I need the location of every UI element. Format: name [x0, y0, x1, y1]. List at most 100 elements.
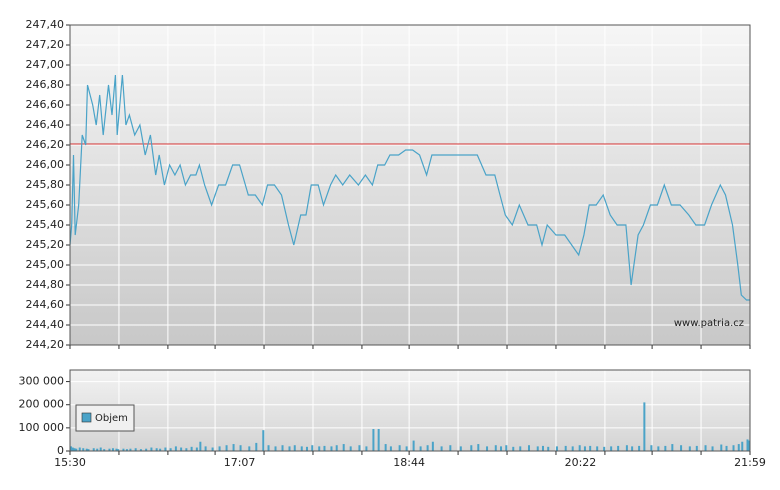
x-tick-label: 15:30 — [54, 456, 86, 469]
volume-bar — [150, 447, 153, 451]
legend-swatch — [81, 412, 92, 423]
volume-bar — [519, 446, 522, 451]
volume-bar — [248, 446, 251, 451]
volume-bar — [671, 444, 674, 451]
volume-bar — [398, 445, 401, 451]
volume-bar — [725, 445, 728, 451]
volume-bar — [578, 445, 581, 451]
volume-bar — [267, 445, 270, 451]
plot-frame — [69, 369, 751, 452]
volume-bar — [477, 444, 480, 451]
volume-bar — [412, 440, 415, 451]
volume-bar — [305, 446, 308, 451]
y-tick-label: 245,60 — [26, 198, 65, 211]
volume-bar — [211, 447, 214, 451]
volume-bar — [115, 448, 118, 451]
volume-bar — [571, 446, 574, 451]
volume-bar — [583, 446, 586, 451]
volume-bar — [318, 446, 321, 451]
volume-bar — [239, 445, 242, 451]
volume-bar — [732, 445, 735, 451]
volume-bar — [389, 446, 392, 451]
y-tick-label: 100 000 — [19, 421, 65, 434]
x-tick-label: 18:44 — [393, 456, 425, 469]
volume-bar — [117, 449, 120, 451]
volume-bar — [71, 447, 74, 451]
volume-bar — [449, 445, 452, 451]
volume-bar — [159, 448, 162, 451]
volume-bar — [505, 445, 508, 451]
volume-bar — [638, 445, 641, 451]
volume-bar — [737, 444, 740, 451]
x-tick-label: 21:59 — [734, 456, 766, 469]
volume-bar — [680, 445, 683, 451]
volume-bar — [174, 446, 177, 451]
volume-bar — [164, 447, 167, 451]
volume-bar — [650, 445, 653, 451]
volume-bar — [139, 449, 142, 451]
volume-bar — [87, 449, 90, 451]
y-tick-label: 246,40 — [26, 118, 65, 131]
volume-bar — [610, 446, 613, 451]
volume-bar — [688, 446, 691, 451]
volume-bar — [323, 445, 326, 451]
volume-bar — [129, 448, 132, 451]
volume-bar — [155, 448, 158, 451]
volume-bar — [262, 430, 265, 451]
volume-bar — [108, 448, 111, 451]
y-tick-label: 246,00 — [26, 158, 65, 171]
volume-bar — [134, 448, 137, 451]
y-tick-label: 246,20 — [26, 138, 65, 151]
volume-bar — [470, 445, 473, 451]
volume-bar — [78, 447, 81, 451]
y-tick-label: 244,40 — [26, 318, 65, 331]
volume-bar — [589, 445, 592, 451]
volume-bar — [664, 445, 667, 451]
y-tick-label: 244,80 — [26, 278, 65, 291]
x-tick-label: 20:22 — [565, 456, 597, 469]
y-tick-label: 245,20 — [26, 238, 65, 251]
volume-bar — [512, 446, 515, 451]
volume-bar — [335, 445, 338, 451]
volume-bar — [342, 444, 345, 451]
y-tick-label: 0 — [57, 444, 64, 457]
volume-bar — [365, 446, 368, 451]
volume-bar — [494, 445, 497, 451]
volume-bar — [225, 445, 228, 451]
y-tick-label: 245,40 — [26, 218, 65, 231]
volume-bar — [704, 445, 707, 451]
y-tick-label: 247,00 — [26, 58, 65, 71]
volume-bar — [536, 446, 539, 451]
volume-bar — [300, 446, 303, 451]
y-tick-label: 246,60 — [26, 98, 65, 111]
volume-bar — [547, 446, 550, 451]
volume-bar — [596, 446, 599, 451]
volume-bar — [431, 441, 434, 451]
volume-bar — [459, 446, 462, 451]
volume-bar — [92, 448, 95, 451]
legend: Objem — [75, 404, 135, 432]
volume-bar — [288, 446, 291, 451]
volume-bar — [255, 442, 258, 451]
y-tick-label: 244,60 — [26, 298, 65, 311]
volume-bar — [70, 446, 72, 451]
price-line — [69, 74, 750, 301]
plot-frame — [69, 24, 751, 346]
volume-bar — [486, 446, 489, 451]
volume-bar — [384, 444, 387, 451]
volume-bar — [199, 441, 202, 451]
volume-bar — [405, 446, 408, 451]
volume-bar — [185, 448, 188, 451]
volume-bar — [293, 445, 296, 451]
volume-bar — [169, 448, 172, 451]
volume-bar — [625, 445, 628, 451]
volume-bar — [190, 446, 193, 451]
volume-bar — [281, 445, 284, 451]
y-tick-label: 244,20 — [26, 338, 65, 351]
volume-bar — [720, 444, 723, 451]
y-tick-label: 300 000 — [19, 375, 65, 388]
volume-bar — [111, 448, 114, 451]
volume-bar — [746, 439, 749, 451]
